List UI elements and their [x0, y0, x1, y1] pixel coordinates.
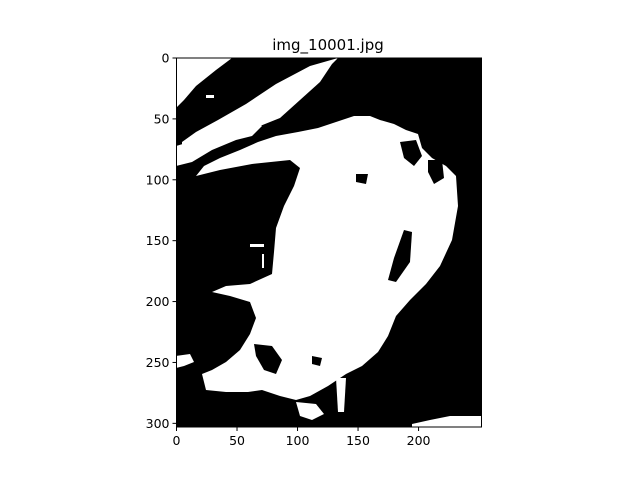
y-tick-label: 200: [146, 294, 170, 309]
image-holes: [254, 140, 444, 374]
image-frame: [176, 57, 482, 428]
x-tick-label: 50: [229, 433, 245, 448]
y-tick-label: 50: [154, 111, 170, 126]
y-tick-label: 300: [146, 416, 170, 431]
y-axis: 0 50 100 150 200 250 300: [146, 51, 177, 431]
y-tick-label: 0: [162, 51, 170, 66]
y-tick-label: 150: [146, 233, 170, 248]
x-tick-label: 0: [173, 433, 181, 448]
y-tick-label: 100: [146, 172, 170, 187]
x-tick-label: 100: [286, 433, 310, 448]
x-tick-label: 200: [407, 433, 431, 448]
image-area: [176, 57, 482, 428]
y-tick-label: 250: [146, 355, 170, 370]
x-axis: 0 50 100 150 200: [173, 427, 431, 448]
plot-title: img_10001.jpg: [272, 36, 384, 55]
image-foreground: [176, 58, 482, 427]
x-tick-label: 150: [346, 433, 370, 448]
